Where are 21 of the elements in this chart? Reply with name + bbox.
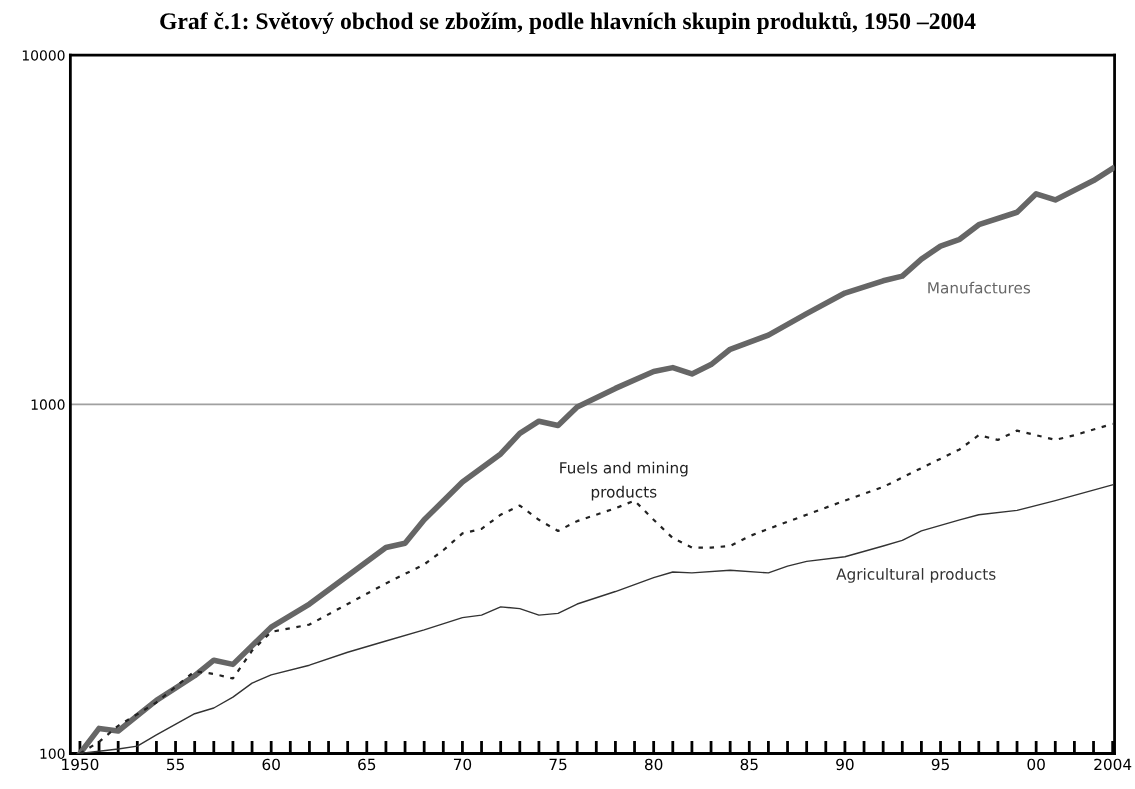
series-label: Agricultural products — [836, 568, 996, 583]
x-tick-label: 90 — [836, 758, 854, 771]
series-label: Fuels and mining products — [560, 461, 688, 501]
x-tick-label: 65 — [358, 758, 376, 771]
x-tick-label: 00 — [1027, 758, 1045, 771]
line-series — [78, 422, 1114, 754]
x-tick-label: 85 — [740, 758, 758, 771]
chart-title: Graf č.1: Světový obchod se zbožím, podle hlavních skupin produktů, 1950 –2004 — [160, 11, 976, 35]
y-tick-label: 100 — [40, 748, 65, 759]
y-tick-label: 10000 — [22, 50, 65, 61]
x-tick-label: 55 — [167, 758, 184, 771]
x-tick-label: 70 — [453, 758, 472, 771]
x-tick-label: 95 — [931, 758, 949, 771]
x-tick-label: 75 — [549, 758, 567, 771]
x-tick-label: 60 — [262, 758, 280, 771]
x-tick-label: 2004 — [1094, 758, 1132, 771]
line-series — [79, 484, 1114, 754]
series-label: Manufactures — [928, 281, 1031, 294]
y-tick-label: 1000 — [31, 399, 65, 410]
x-tick-label: 80 — [644, 758, 663, 771]
x-tick-label: 1950 — [62, 758, 99, 771]
